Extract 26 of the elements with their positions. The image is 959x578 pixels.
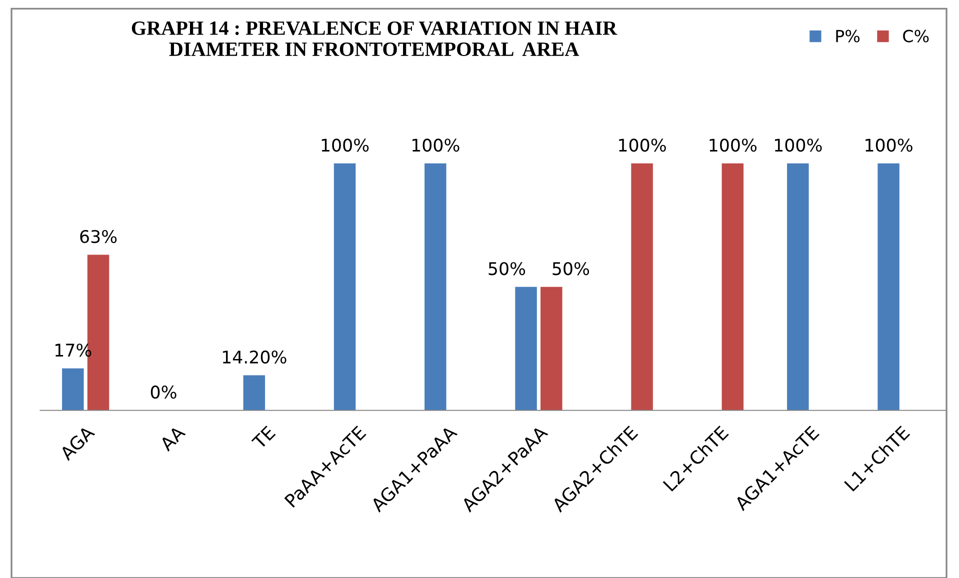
- legend-label: C%: [903, 30, 929, 42]
- data-label: 14.20%: [222, 350, 286, 364]
- data-label: 50%: [488, 262, 526, 276]
- data-label: 100%: [866, 138, 912, 152]
- x-tick-label: AA: [158, 424, 186, 452]
- x-tick-label: TE: [251, 425, 276, 450]
- bar: [878, 163, 900, 410]
- data-label: 100%: [412, 138, 460, 152]
- data-label: 63%: [80, 230, 117, 244]
- legend-label: P%: [836, 30, 860, 42]
- bar: [424, 163, 446, 410]
- data-label: 100%: [619, 138, 666, 152]
- bar: [334, 163, 356, 410]
- data-label: 100%: [710, 138, 757, 152]
- chart-title: GRAPH 14 : PREVALENCE OF VARIATION IN HAIR DIAMETER IN FRONTOTEMPORAL AREA: [132, 21, 618, 56]
- bar: [515, 286, 537, 410]
- bar: [62, 368, 84, 410]
- data-label: 100%: [774, 138, 822, 152]
- data-label: 0%: [150, 386, 176, 399]
- bar: [631, 163, 653, 410]
- data-label: 50%: [552, 262, 590, 276]
- bar: [540, 286, 562, 410]
- data-label: 100%: [322, 138, 369, 152]
- bar: [722, 163, 744, 410]
- bar: [243, 375, 266, 410]
- bar: [787, 163, 809, 410]
